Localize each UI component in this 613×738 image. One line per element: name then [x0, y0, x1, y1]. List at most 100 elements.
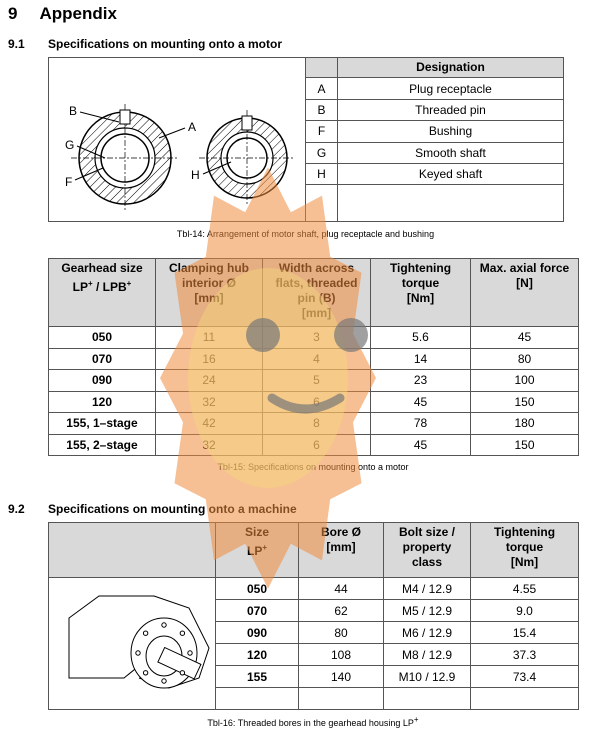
text: torque: [401, 276, 440, 290]
caption: Tbl-15: Specifications on mounting onto …: [217, 462, 409, 472]
header-cell: Max. axial force [N]: [470, 258, 579, 327]
bore: [161, 678, 167, 684]
section-heading: 9 Appendix: [8, 4, 117, 24]
row: 090 24 5 23 100: [48, 369, 579, 392]
text: Tbl-16: Threaded bores in the gearhead h…: [207, 718, 414, 728]
cell: 78: [370, 412, 471, 435]
header-cell: Bolt size / property class: [383, 522, 471, 578]
text: interior Ø: [181, 276, 236, 290]
cell: 45: [370, 433, 471, 456]
cell: 050: [215, 576, 299, 601]
cell: 6: [262, 390, 371, 413]
header-line: [mm]: [267, 306, 366, 321]
cell: F: [305, 120, 338, 143]
leader: [76, 145, 106, 159]
cell: 100: [470, 369, 579, 392]
row: [49, 687, 579, 710]
section-number: 9: [8, 4, 18, 23]
cell: [305, 184, 338, 222]
header-cell: [48, 522, 216, 578]
subsection-heading: 9.2 Specifications on mounting onto a mac…: [8, 502, 297, 516]
header-line: [Nm]: [375, 291, 466, 306]
bore: [135, 650, 141, 656]
cell: 150: [470, 433, 579, 456]
header-line: Bolt size /: [388, 525, 466, 540]
shaft-figure: B A G F H: [65, 104, 295, 212]
cell: Plug receptacle: [337, 77, 564, 100]
text: [N]: [516, 276, 533, 290]
text: flats, threaded: [275, 276, 358, 290]
cell: Threaded pin: [337, 98, 564, 122]
header-cell: Gearhead size LP+ / LPB+: [48, 258, 156, 327]
superscript: +: [262, 543, 267, 552]
text: Max. axial force: [479, 261, 570, 275]
subsection-number: 9.1: [8, 37, 25, 51]
cell: 8: [262, 412, 371, 435]
cell: [337, 184, 564, 222]
text: pin (B): [297, 291, 336, 305]
row: A Plug receptacle: [49, 77, 564, 100]
header-line: Gearhead size: [53, 261, 151, 276]
header-line: [mm]: [303, 540, 379, 555]
cell: [470, 687, 579, 710]
cell: 4.55: [470, 576, 579, 601]
cell: H: [305, 162, 338, 186]
header-line: property: [388, 540, 466, 555]
header-line: Size: [220, 525, 294, 540]
pin: [241, 115, 253, 131]
text: Width across: [278, 261, 355, 275]
header-line: pin (B): [267, 291, 366, 306]
cell: 45: [470, 326, 579, 349]
cell: 5.6: [370, 326, 471, 349]
cell: 44: [298, 576, 384, 601]
row: 120 32 6 45 150: [48, 390, 579, 413]
cell: G: [305, 141, 338, 164]
cell: 4: [262, 347, 371, 370]
cell: 37.3: [470, 643, 579, 667]
cell: 3: [262, 326, 371, 349]
figure-cell: [48, 577, 216, 710]
cell: 45: [370, 390, 471, 413]
cell: 155, 2–stage: [48, 433, 156, 456]
gearhead-figure: [68, 595, 210, 689]
header-line: class: [388, 555, 466, 570]
figure-label: B: [69, 104, 77, 118]
header-line: Clamping hub: [160, 261, 258, 276]
cell: B: [305, 98, 338, 122]
cell: M10 / 12.9: [383, 665, 471, 689]
caption: Tbl-16: Threaded bores in the gearhead h…: [48, 715, 578, 728]
cell: M8 / 12.9: [383, 643, 471, 667]
text: [mm]: [301, 306, 332, 320]
bore: [142, 630, 149, 636]
shaft: [157, 646, 202, 680]
header-line: torque: [475, 540, 574, 555]
header-cell: Tightening torque [Nm]: [470, 522, 579, 578]
cell: 9.0: [470, 599, 579, 623]
cell: 42: [155, 412, 263, 435]
cell: 090: [215, 621, 299, 645]
header-line: [mm]: [160, 291, 258, 306]
text: Bore Ø: [320, 525, 361, 539]
cell: Bushing: [337, 120, 564, 143]
row: 050 11 3 5.6 45: [48, 326, 579, 349]
cell: [215, 687, 299, 710]
text: Clamping hub: [169, 261, 249, 275]
cell: 11: [155, 326, 263, 349]
cell: A: [305, 77, 338, 100]
cell: 155, 1–stage: [48, 412, 156, 435]
cell: 80: [470, 347, 579, 370]
subsection-number: 9.2: [8, 502, 25, 516]
subsection-title: Specifications on mounting onto a machin…: [48, 502, 297, 516]
cell: [383, 687, 471, 710]
cell: 32: [155, 390, 263, 413]
bore: [179, 670, 186, 676]
text: Size: [244, 525, 269, 539]
header-line: Tightening: [375, 261, 466, 276]
superscript: +: [413, 715, 419, 724]
cell: 16: [155, 347, 263, 370]
cell: 62: [298, 599, 384, 623]
header-line: Tightening: [475, 525, 574, 540]
text: class: [411, 555, 443, 569]
figure-label: F: [65, 175, 72, 189]
